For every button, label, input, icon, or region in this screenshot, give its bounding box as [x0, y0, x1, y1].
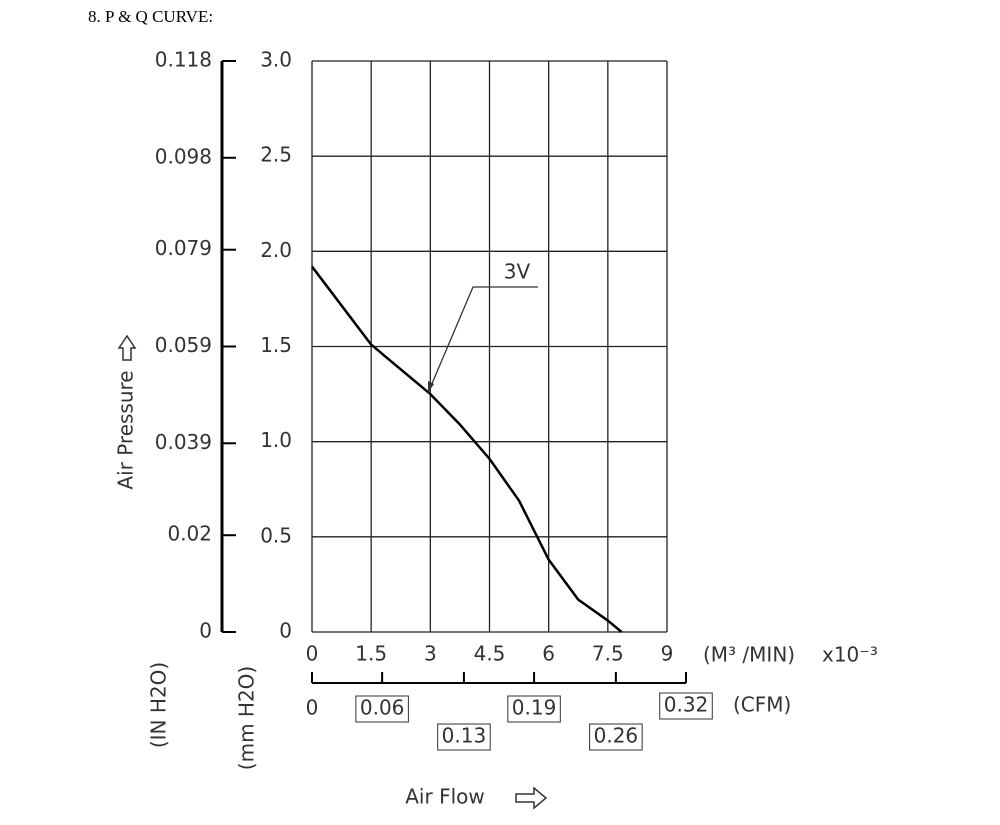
label-box: [355, 695, 409, 723]
x-tick-label: 6: [542, 642, 555, 666]
x2-tick-label: 0.06: [360, 696, 405, 720]
y2-tick-label: 0.059: [155, 333, 212, 357]
y-tick-label: 1.0: [260, 428, 292, 452]
x-tick-label: 0: [306, 642, 319, 666]
y-tick-label: 3.0: [260, 48, 292, 72]
y2-tick-label: 0.02: [167, 522, 212, 546]
x-tick-label: 3: [424, 642, 437, 666]
label-box: [437, 723, 491, 751]
x-unit: (M³ /MIN): [703, 643, 795, 667]
curve: [311, 265, 623, 633]
arrow-up: [117, 334, 137, 361]
y2-tick-label: 0.118: [155, 48, 212, 72]
y2-tick-label: 0: [199, 619, 212, 643]
y-unit: (mm H2O): [235, 666, 259, 770]
arrow-right: [515, 786, 548, 810]
x2-tick-label: 0.26: [594, 724, 639, 748]
y-tick-label: 0.5: [260, 523, 292, 547]
x-tick-label: 1.5: [355, 642, 387, 666]
series-label: 3V: [504, 260, 531, 284]
y2-tick-label: 0.039: [155, 430, 212, 454]
y-tick-label: 2.5: [260, 143, 292, 167]
y2-unit: (IN H2O): [147, 662, 171, 748]
y2-tick-label: 0.079: [155, 236, 212, 260]
x-axis-label: Air Flow: [405, 785, 484, 809]
y-axis-label: Air Pressure: [114, 370, 138, 489]
x2-tick-label: 0.32: [664, 693, 709, 717]
y-tick-label: 2.0: [260, 238, 292, 262]
x2-unit: (CFM): [733, 693, 791, 717]
label-box: [589, 723, 643, 751]
y2-tick-label: 0.098: [155, 144, 212, 168]
x2-tick-label: 0.13: [442, 724, 487, 748]
leader-line: [427, 286, 538, 394]
y-tick-label: 1.5: [260, 333, 292, 357]
x-unit-scale: x10⁻³: [822, 643, 878, 667]
x-tick-label: 9: [661, 642, 674, 666]
y-tick-label: 0: [279, 619, 292, 643]
chart-title: 8. P & Q CURVE:: [88, 7, 213, 26]
leader-arrow: [428, 381, 434, 393]
x2-tick-label: 0.19: [512, 696, 557, 720]
x-tick-label: 4.5: [474, 642, 506, 666]
label-box: [507, 695, 561, 723]
label-box: [659, 692, 713, 720]
x-tick-label: 7.5: [592, 642, 624, 666]
x2-tick-label: 0: [306, 696, 319, 720]
